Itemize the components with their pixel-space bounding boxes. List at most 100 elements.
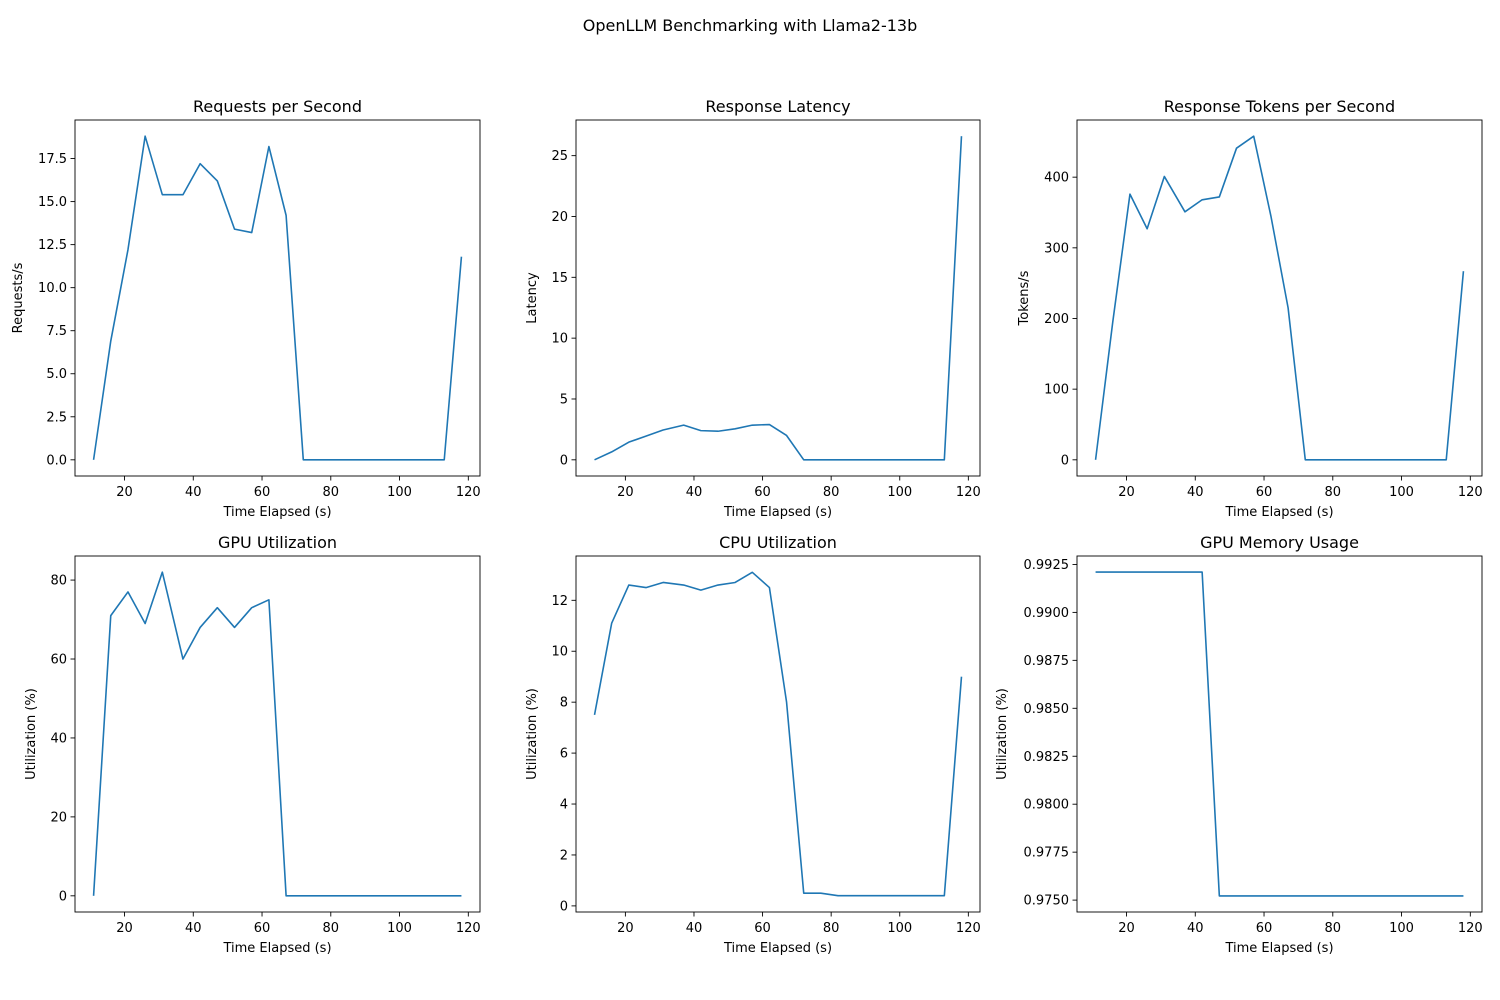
y-tick-label: 40 — [50, 731, 67, 746]
y-tick-label: 4 — [560, 798, 568, 813]
y-tick-label: 10.0 — [38, 281, 67, 296]
subplot-3: 20 40 60 80 100 120 0 100 200 300 400 Response Toke… — [1017, 97, 1483, 520]
x-tick-label: 80 — [823, 921, 840, 936]
axes-frame — [575, 119, 981, 477]
y-tick-label: 0.9925 — [1024, 558, 1070, 573]
x-tick-label: 20 — [617, 485, 634, 500]
y-tick-label: 0 — [59, 889, 67, 904]
y-tick-label: 8 — [560, 696, 568, 711]
x-tick-label: 80 — [1325, 921, 1342, 936]
y-tick-label: 10 — [551, 645, 568, 660]
subplot-5: 20 40 60 80 100 120 0 2 4 6 8 10 12 CPU Utilization Ti… — [525, 533, 981, 956]
x-tick-label: 100 — [387, 921, 412, 936]
subplot-2: 20 40 60 80 100 120 0 5 10 15 20 25 Response Latency… — [525, 97, 981, 520]
y-axis-label: Utilization (%) — [525, 688, 540, 780]
subplot-4: 20 40 60 80 100 120 0 20 40 60 80 GPU Utilization Ti… — [24, 533, 481, 956]
x-tick-label: 40 — [185, 485, 202, 500]
x-tick-label: 60 — [754, 921, 771, 936]
series-line — [594, 136, 963, 461]
y-tick-label: 0.9875 — [1024, 654, 1070, 669]
y-tick-label: 0.9800 — [1024, 798, 1070, 813]
x-tick-label: 100 — [387, 485, 412, 500]
x-tick-label: 40 — [686, 485, 703, 500]
y-tick-label: 17.5 — [38, 152, 67, 167]
x-tick-label: 60 — [754, 485, 771, 500]
x-tick-label: 120 — [1458, 485, 1483, 500]
axes-frame — [1076, 119, 1483, 477]
y-tick-label: 0.9825 — [1024, 750, 1070, 765]
axes-frame — [74, 555, 481, 913]
x-tick-label: 20 — [116, 485, 133, 500]
y-tick-label: 0.9850 — [1024, 702, 1070, 717]
y-tick-label: 80 — [50, 574, 67, 589]
x-tick-label: 100 — [887, 485, 912, 500]
series-line — [1095, 571, 1464, 897]
y-tick-label: 0 — [560, 453, 568, 468]
y-tick-label: 6 — [560, 747, 568, 762]
y-tick-label: 300 — [1044, 241, 1069, 256]
y-tick-label: 2 — [560, 848, 568, 863]
y-tick-label: 0.9750 — [1024, 894, 1070, 909]
x-tick-label: 60 — [1256, 485, 1273, 500]
y-tick-label: 20 — [551, 210, 568, 225]
y-tick-label: 60 — [50, 653, 67, 668]
x-tick-label: 60 — [254, 485, 271, 500]
x-axis-label: Time Elapsed (s) — [222, 941, 331, 956]
x-axis-label: Time Elapsed (s) — [723, 505, 832, 520]
series-line — [1094, 135, 1465, 461]
subplot-title: Response Tokens per Second — [1164, 97, 1395, 116]
figure-title: OpenLLM Benchmarking with Llama2-13b — [582, 16, 918, 35]
x-tick-label: 20 — [1118, 485, 1135, 500]
x-tick-label: 20 — [617, 921, 634, 936]
y-tick-label: 15 — [551, 271, 568, 286]
y-tick-label: 0.9900 — [1024, 606, 1070, 621]
x-tick-label: 40 — [686, 921, 703, 936]
y-tick-label: 2.5 — [46, 410, 67, 425]
y-tick-label: 0.0 — [46, 453, 67, 468]
y-axis-label: Utilization (%) — [24, 688, 39, 780]
axes-frame — [575, 555, 981, 913]
y-tick-label: 100 — [1044, 383, 1069, 398]
y-axis-label: Tokens/s — [1017, 270, 1032, 326]
subplot-6: 20 40 60 80 100 120 0.9750 0.9775 0.9800 0.9825 0.… — [995, 533, 1483, 956]
x-tick-label: 120 — [956, 921, 981, 936]
y-tick-label: 25 — [551, 149, 568, 164]
y-tick-label: 0.9775 — [1024, 846, 1070, 861]
x-tick-label: 60 — [1256, 921, 1273, 936]
y-axis-label: Utilization (%) — [995, 688, 1010, 780]
x-tick-label: 120 — [1458, 921, 1483, 936]
y-axis-label: Latency — [525, 272, 540, 324]
axes-frame — [74, 119, 481, 477]
y-tick-label: 400 — [1044, 171, 1069, 186]
x-tick-label: 80 — [1325, 485, 1342, 500]
y-tick-label: 0 — [1061, 453, 1069, 468]
subplot-title: Response Latency — [705, 97, 850, 116]
x-tick-label: 100 — [1389, 921, 1414, 936]
subplot-title: CPU Utilization — [719, 533, 837, 552]
series-line — [92, 135, 463, 461]
x-axis-label: Time Elapsed (s) — [1224, 941, 1333, 956]
y-tick-label: 200 — [1044, 312, 1069, 327]
x-tick-label: 120 — [456, 485, 481, 500]
subplot-1: 20 40 60 80 100 120 0.0 2.5 5.0 7.5 10.0 12.5 15.0 17… — [11, 97, 481, 520]
x-tick-label: 100 — [887, 921, 912, 936]
subplot-title: Requests per Second — [193, 97, 362, 116]
x-tick-label: 80 — [823, 485, 840, 500]
x-tick-label: 60 — [254, 921, 271, 936]
x-tick-label: 20 — [116, 921, 133, 936]
x-tick-label: 80 — [323, 485, 340, 500]
series-line — [593, 571, 963, 897]
x-tick-label: 80 — [323, 921, 340, 936]
x-tick-label: 100 — [1389, 485, 1414, 500]
y-tick-label: 7.5 — [46, 324, 67, 339]
y-tick-label: 0 — [560, 899, 568, 914]
x-tick-label: 40 — [185, 921, 202, 936]
y-tick-label: 5.0 — [46, 367, 67, 382]
x-axis-label: Time Elapsed (s) — [723, 941, 832, 956]
y-tick-label: 12.5 — [38, 238, 67, 253]
y-tick-label: 20 — [50, 810, 67, 825]
x-tick-label: 120 — [456, 921, 481, 936]
subplot-title: GPU Memory Usage — [1200, 533, 1359, 552]
